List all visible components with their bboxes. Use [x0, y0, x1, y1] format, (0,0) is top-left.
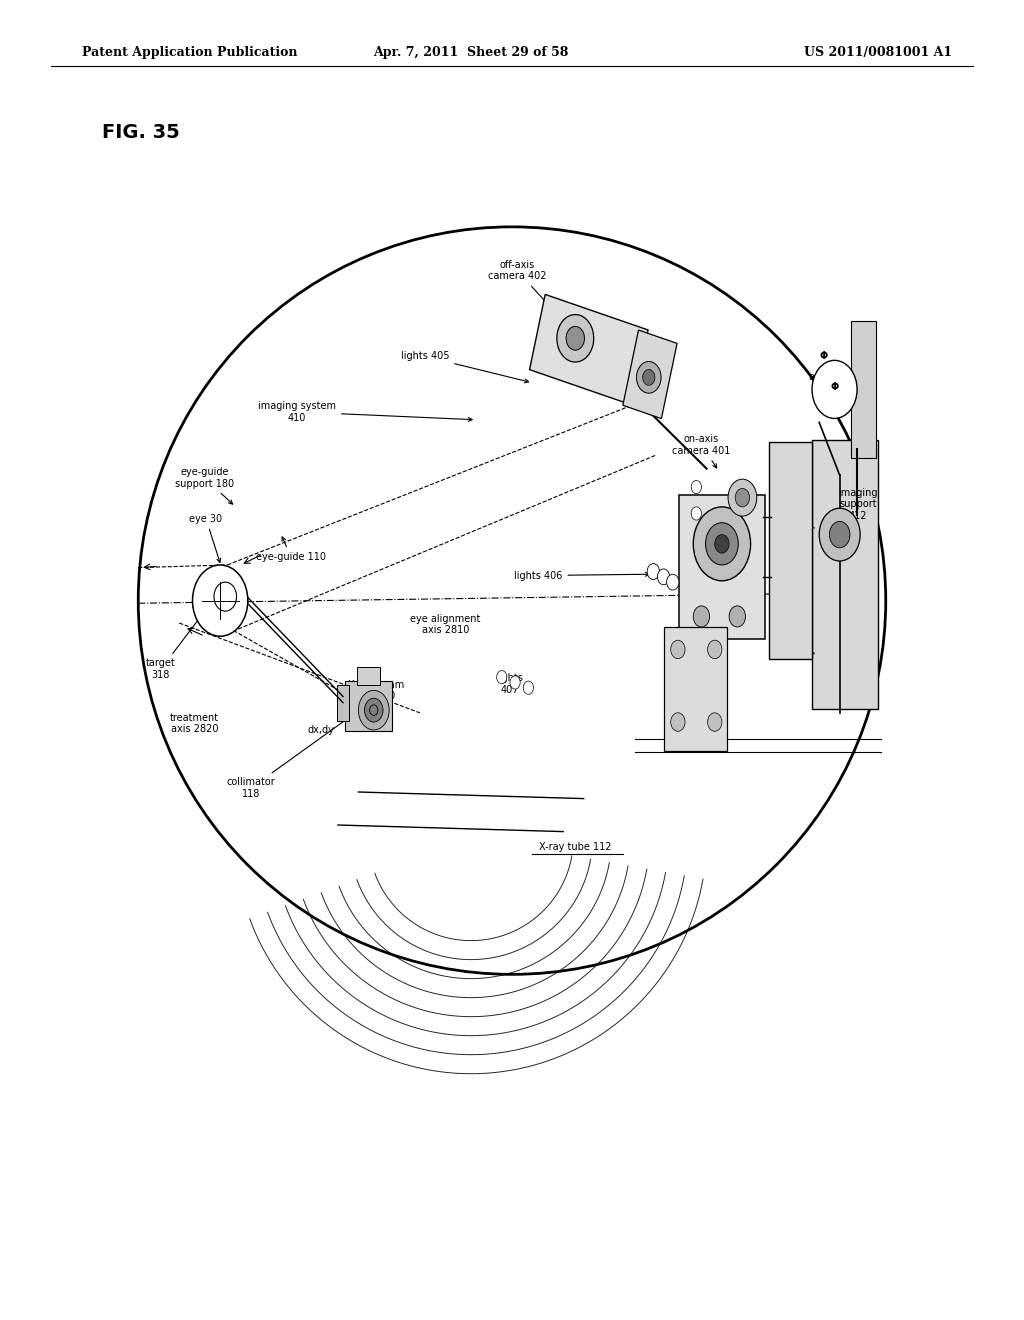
Text: eye alignment
axis 2810: eye alignment axis 2810 [411, 614, 480, 635]
FancyBboxPatch shape [357, 667, 380, 685]
Circle shape [715, 535, 729, 553]
Circle shape [708, 713, 722, 731]
Circle shape [735, 488, 750, 507]
Text: eye 30: eye 30 [189, 513, 222, 562]
FancyBboxPatch shape [851, 321, 876, 458]
Circle shape [691, 507, 701, 520]
Text: lights 405: lights 405 [400, 351, 528, 383]
Text: eye-guide
support 180: eye-guide support 180 [175, 467, 234, 504]
Text: eye-guide 110: eye-guide 110 [256, 537, 326, 562]
Circle shape [193, 565, 248, 636]
Text: X-ray beam
axis 1400: X-ray beam axis 1400 [348, 680, 404, 701]
Circle shape [671, 713, 685, 731]
Circle shape [214, 582, 237, 611]
Circle shape [812, 360, 857, 418]
FancyBboxPatch shape [664, 627, 727, 751]
FancyBboxPatch shape [679, 495, 765, 639]
Circle shape [523, 681, 534, 694]
FancyBboxPatch shape [812, 440, 878, 709]
Text: off-axis
camera 402: off-axis camera 402 [487, 260, 581, 341]
Text: lights 406: lights 406 [514, 570, 649, 581]
Text: Φ: Φ [830, 381, 839, 392]
Circle shape [557, 314, 594, 362]
Circle shape [358, 690, 389, 730]
FancyBboxPatch shape [529, 294, 648, 405]
Text: imaging
support
412: imaging support 412 [839, 487, 878, 521]
Circle shape [657, 569, 670, 585]
Text: tube
support
411: tube support 411 [666, 680, 703, 714]
Text: collimator
118: collimator 118 [226, 708, 364, 799]
Circle shape [497, 671, 507, 684]
Circle shape [729, 606, 745, 627]
Text: lights
407: lights 407 [497, 673, 523, 694]
Circle shape [510, 676, 520, 689]
Circle shape [643, 370, 655, 385]
FancyBboxPatch shape [769, 442, 812, 659]
Text: treatment
axis 2820: treatment axis 2820 [170, 713, 219, 734]
Text: dx,dy: dx,dy [307, 725, 334, 735]
Circle shape [566, 326, 585, 350]
Text: X-ray tube 112: X-ray tube 112 [540, 842, 611, 853]
Text: target
318: target 318 [145, 614, 203, 680]
Circle shape [637, 362, 662, 393]
Circle shape [728, 479, 757, 516]
Text: Φ: Φ [819, 351, 827, 362]
Circle shape [370, 705, 378, 715]
Text: US 2011/0081001 A1: US 2011/0081001 A1 [804, 46, 952, 59]
FancyBboxPatch shape [345, 681, 392, 731]
Circle shape [667, 574, 679, 590]
Circle shape [691, 480, 701, 494]
FancyBboxPatch shape [623, 330, 677, 418]
Text: Patent Application Publication: Patent Application Publication [82, 46, 297, 59]
Circle shape [693, 507, 751, 581]
Text: actuator
413: actuator 413 [809, 372, 850, 393]
Text: FIG. 35: FIG. 35 [102, 123, 180, 141]
Circle shape [706, 523, 738, 565]
Circle shape [365, 698, 383, 722]
Text: imaging system
410: imaging system 410 [258, 401, 472, 422]
Circle shape [819, 508, 860, 561]
FancyBboxPatch shape [337, 685, 349, 721]
Circle shape [671, 640, 685, 659]
Text: Apr. 7, 2011  Sheet 29 of 58: Apr. 7, 2011 Sheet 29 of 58 [374, 46, 568, 59]
Circle shape [829, 521, 850, 548]
Circle shape [708, 640, 722, 659]
Text: on-axis
camera 401: on-axis camera 401 [672, 434, 731, 467]
Circle shape [693, 606, 710, 627]
Circle shape [647, 564, 659, 579]
